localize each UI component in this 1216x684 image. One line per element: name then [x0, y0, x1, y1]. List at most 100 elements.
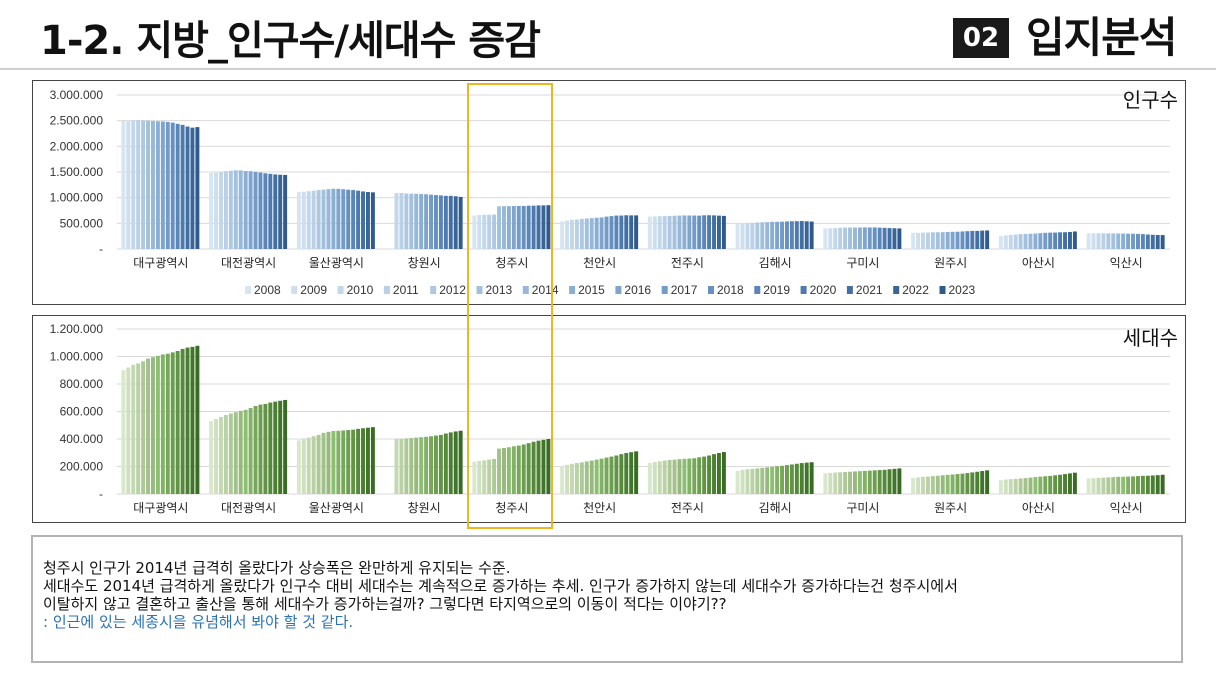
bar	[126, 121, 131, 249]
bar	[745, 223, 750, 249]
bar	[482, 460, 487, 494]
bar	[1053, 232, 1058, 249]
bar	[336, 430, 341, 494]
bar	[687, 458, 692, 494]
bar	[1111, 233, 1116, 249]
bar	[955, 474, 960, 494]
bar	[1160, 474, 1165, 494]
bar	[760, 467, 765, 494]
bar	[965, 231, 970, 249]
bar	[765, 467, 770, 494]
bar	[911, 477, 916, 494]
y-tick-label: 1.200.000	[50, 322, 104, 336]
bar	[657, 216, 662, 249]
bar	[794, 221, 799, 249]
bar	[141, 361, 146, 494]
bar	[248, 171, 253, 249]
bar	[965, 473, 970, 494]
bar	[433, 195, 438, 249]
bar	[672, 459, 677, 494]
bar	[1018, 234, 1023, 249]
bar	[1028, 233, 1033, 249]
bar	[853, 227, 857, 249]
bar	[1067, 473, 1072, 494]
y-tick-label: 600.000	[60, 405, 104, 419]
bar	[1116, 476, 1121, 494]
bar	[233, 412, 238, 494]
bar	[370, 427, 375, 494]
bar	[409, 193, 414, 249]
bar	[589, 218, 594, 249]
x-category-label: 울산광역시	[309, 501, 364, 515]
bar	[872, 470, 877, 494]
bar	[1096, 477, 1101, 494]
y-tick-label: 3.000.000	[50, 88, 104, 102]
population-chart-svg: 3.000.000 2.500.000 2.000.000 1.500.000 1.00…	[50, 88, 1178, 297]
bar	[897, 468, 902, 494]
bar	[1091, 233, 1096, 249]
bar	[263, 173, 268, 249]
bar	[574, 463, 579, 494]
bar	[1013, 478, 1018, 494]
bar	[283, 399, 288, 494]
legend-swatch	[430, 286, 437, 294]
bar	[584, 218, 589, 249]
bar	[541, 439, 546, 494]
bar	[998, 480, 1003, 494]
bar	[278, 400, 283, 494]
bar	[502, 447, 506, 494]
bar	[935, 232, 940, 249]
household-chart: 1.200.000 1.000.000 800.000 600.000 400.000 2…	[32, 315, 1186, 523]
legend-swatch	[291, 286, 298, 294]
bar	[809, 462, 814, 494]
x-category-label: 대전광역시	[221, 501, 276, 515]
bar	[862, 227, 867, 249]
bar	[1101, 477, 1106, 494]
bar	[190, 346, 195, 494]
bar	[419, 437, 424, 494]
bar	[409, 438, 414, 494]
bar	[750, 468, 755, 494]
bar	[828, 228, 833, 249]
bar	[682, 215, 687, 249]
bar	[268, 402, 273, 494]
bar	[775, 221, 780, 249]
bar	[155, 121, 160, 249]
bar	[838, 472, 843, 494]
bar	[707, 215, 712, 249]
bar	[219, 417, 223, 494]
bar	[404, 438, 409, 494]
bar	[799, 463, 804, 494]
y-tick-label: 2.500.000	[50, 114, 104, 128]
bar	[273, 401, 278, 494]
bar	[511, 206, 516, 249]
x-category-label: 원주시	[934, 256, 967, 270]
bar	[238, 410, 243, 494]
bar	[414, 437, 419, 494]
bar	[833, 472, 838, 494]
bar	[945, 231, 950, 249]
bar	[574, 219, 579, 249]
legend-label: 2019	[763, 283, 790, 297]
bar	[911, 232, 916, 249]
bar	[541, 205, 546, 249]
legend-label: 2011	[393, 283, 419, 297]
x-category-label: 천안시	[583, 255, 616, 270]
x-category-label: 김해시	[759, 256, 792, 270]
bar	[1160, 235, 1165, 249]
legend-label: 2008	[254, 283, 281, 297]
bar	[453, 196, 458, 249]
bar	[925, 476, 930, 494]
bar	[170, 352, 175, 494]
legend-label: 2022	[902, 283, 929, 297]
bar	[311, 190, 316, 249]
bar	[1131, 476, 1135, 494]
y-tick-label: -	[99, 242, 103, 256]
bar	[326, 431, 331, 494]
bar	[492, 214, 497, 249]
bar	[1145, 475, 1150, 494]
bar	[165, 353, 170, 494]
bar	[1155, 234, 1160, 249]
y-tick-label: 200.000	[60, 460, 104, 474]
bar	[579, 462, 584, 494]
